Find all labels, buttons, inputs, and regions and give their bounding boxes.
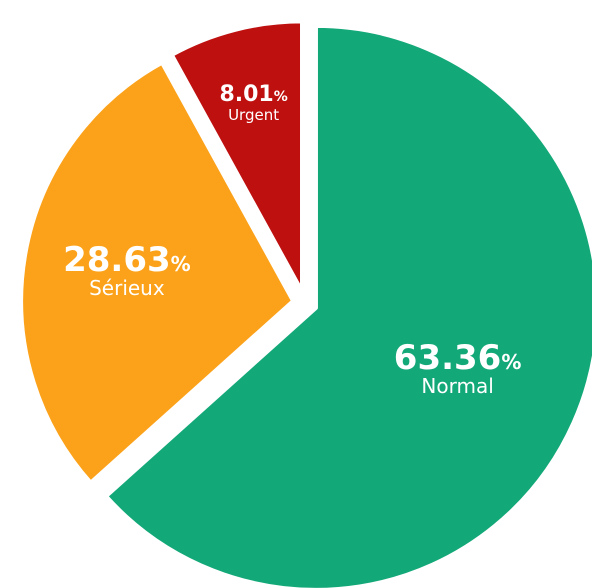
slice-category-label: Sérieux: [89, 276, 165, 300]
slice-value-label: 63.36%: [394, 338, 522, 378]
slice-value-label: 8.01%: [219, 82, 287, 107]
pie-slice-urgent: [169, 19, 305, 294]
pie-slice-normal: [104, 23, 592, 588]
slice-category-label: Urgent: [228, 106, 279, 124]
pie-slice-serieux: [19, 60, 296, 485]
slice-category-label: Normal: [421, 374, 493, 398]
slice-value-label: 28.63%: [63, 240, 191, 280]
